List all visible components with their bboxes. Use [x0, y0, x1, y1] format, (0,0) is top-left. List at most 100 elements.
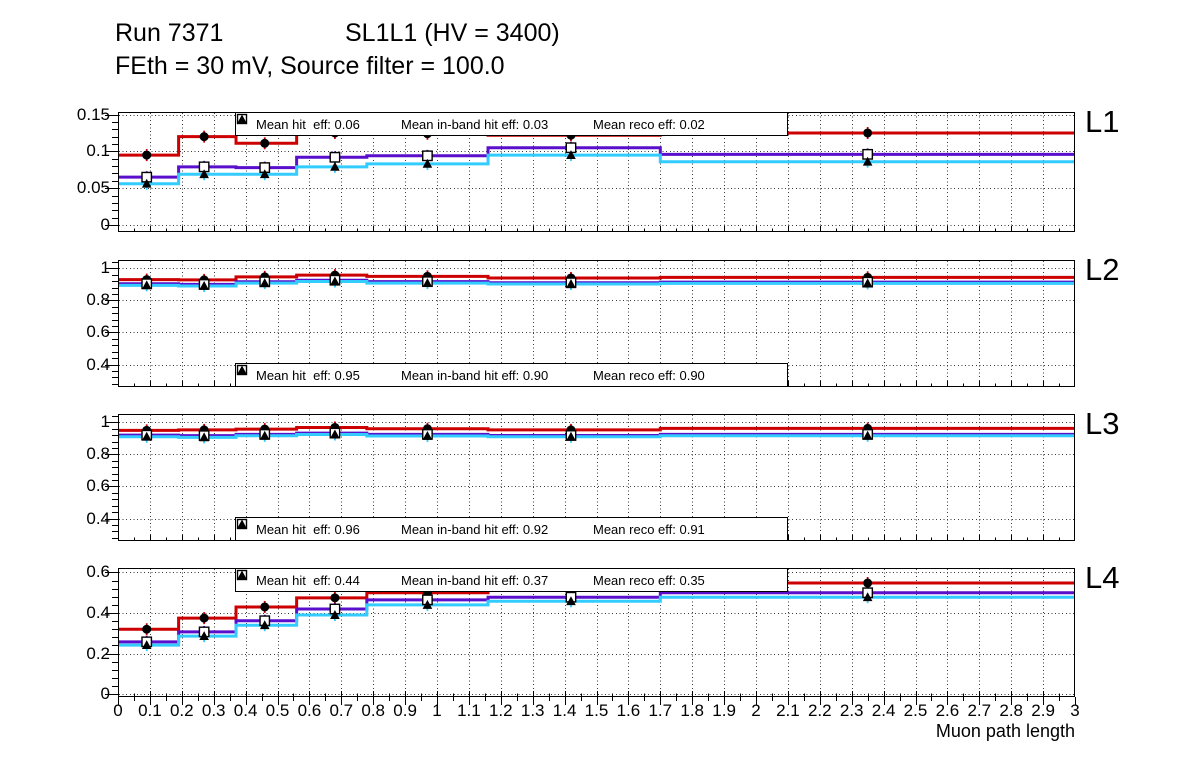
legend-entry: Mean reco eff: 0.91	[237, 519, 787, 537]
x-tick-label: 2.9	[1031, 701, 1055, 720]
legend-L3: Mean hit eff: 0.96 Mean in-band hit eff:…	[235, 517, 788, 541]
legend-label: Mean reco eff: 0.91	[593, 521, 705, 537]
panel-label-L2: L2	[1085, 252, 1120, 287]
legend-entry: Mean in-band hit eff: 0.90	[236, 364, 586, 383]
hit-eff-point	[199, 613, 209, 623]
x-tick-label: 0	[113, 701, 123, 720]
y-tick-label: 1	[100, 258, 110, 278]
legend-entry: Mean in-band hit eff: 0.92	[236, 518, 586, 537]
reco-eff-point	[422, 278, 433, 287]
legend-label: Mean hit eff: 0.44	[256, 572, 360, 588]
legend-entry: Mean in-band hit eff: 0.37	[236, 569, 586, 588]
panel-L2: 0.4 0.6 0.8 1 Mean hit eff: 0.95 Mean in…	[86, 253, 1196, 403]
x-tick-label: 1.4	[552, 701, 577, 720]
x-tick-label: 0.4	[233, 701, 258, 720]
triangle-marker-icon	[237, 570, 247, 579]
legend-label: Mean reco eff: 0.35	[593, 572, 705, 588]
legend-label: Mean reco eff: 0.90	[593, 367, 705, 383]
x-tick-label: 0.2	[169, 701, 194, 720]
hit-eff-point	[260, 138, 270, 148]
x-tick-label: 0.1	[138, 701, 162, 720]
y-tick-label: 0.4	[86, 603, 110, 623]
reco-eff-point	[330, 610, 340, 619]
x-tick-label: 2	[751, 701, 761, 720]
reco-eff-point	[141, 640, 152, 649]
y-tick-label: 0.05	[76, 178, 110, 198]
reco-eff-point	[330, 161, 340, 171]
hit-eff-point	[199, 132, 209, 142]
y-tick-label: 0	[100, 215, 110, 234]
panel-label-L4: L4	[1085, 560, 1120, 595]
reco-eff-point	[330, 429, 340, 439]
y-tick-label: 1	[100, 412, 110, 432]
figure-subtitle: FEth = 30 mV, Source filter = 100.0	[115, 52, 505, 80]
x-tick-label: 0.5	[265, 701, 290, 720]
panel-L3: 0.4 0.6 0.8 1 Mean hit eff: 0.96 Mean in…	[86, 407, 1196, 557]
legend-entry: Mean hit eff: 0.95	[236, 366, 396, 383]
series-layer	[118, 126, 1075, 190]
y-tick-label: 0	[100, 684, 110, 704]
x-tick-label: 1.5	[584, 701, 609, 720]
x-tick-label: 2.8	[999, 701, 1023, 720]
y-tick-label: 0.2	[86, 643, 110, 663]
axis-ticks-layer	[105, 572, 1076, 705]
x-tick-label: 0.9	[393, 701, 417, 720]
reco-eff-point	[862, 278, 873, 288]
hit-eff-point	[260, 602, 270, 612]
hit-eff-point	[142, 624, 152, 634]
reco-eff-point	[862, 430, 873, 440]
x-tick-label: 1.1	[457, 701, 481, 720]
legend-L1: Mean hit eff: 0.06 Mean in-band hit eff:…	[235, 112, 788, 136]
reco-eff-point	[141, 178, 152, 188]
reco-eff-point	[199, 280, 209, 290]
legend-label: Mean in-band hit eff: 0.92	[401, 521, 549, 537]
chamber-title: SL1L1 (HV = 3400)	[345, 19, 560, 47]
x-tick-label: 1	[432, 701, 442, 720]
x-tick-label: 2.3	[839, 701, 864, 720]
y-tick-label: 0.4	[86, 354, 110, 374]
x-tick-label: 2.2	[807, 701, 832, 720]
legend-entry: Mean hit eff: 0.06	[236, 115, 396, 132]
panel-L4: 0 0.2 0.4 0.6 Mean hit eff: 0.44 Mean in…	[86, 561, 1196, 713]
reco-eff-point	[566, 596, 576, 606]
triangle-marker-icon	[237, 114, 247, 123]
legend-label: Mean hit eff: 0.95	[256, 367, 360, 383]
legend-label: Mean reco eff: 0.02	[593, 116, 705, 132]
y-tick-label: 0.6	[86, 562, 110, 582]
x-tick-label: 1.2	[488, 701, 513, 720]
triangle-marker-icon	[237, 365, 247, 374]
series-layer	[118, 269, 1075, 292]
legend-entry: Mean hit eff: 0.96	[236, 520, 396, 537]
legend-entry: Mean reco eff: 0.35	[237, 570, 787, 588]
y-tick-label: 0.6	[86, 322, 110, 342]
x-axis-title: Muon path length	[935, 721, 1075, 741]
reco-eff-point	[199, 631, 209, 641]
panel-label-L1: L1	[1085, 104, 1120, 139]
x-tick-label: 1.9	[712, 701, 736, 720]
run-title: Run 7371	[115, 19, 224, 47]
inband-eff-point	[329, 151, 341, 163]
legend-L4: Mean hit eff: 0.44 Mean in-band hit eff:…	[235, 568, 788, 592]
reco-eff-point	[259, 278, 270, 287]
reco-eff-point	[422, 430, 433, 440]
y-tick-label: 0.1	[86, 141, 110, 161]
reco-eff-point	[422, 158, 433, 168]
x-tick-label: 3	[1070, 701, 1080, 720]
reco-eff-point	[566, 431, 576, 441]
y-tick-label: 0.8	[86, 444, 110, 464]
x-tick-label: 0.3	[201, 701, 226, 720]
x-tick-label: 2.1	[776, 701, 800, 720]
legend-label: Mean in-band hit eff: 0.03	[401, 116, 549, 132]
reco-eff-point	[862, 156, 873, 166]
reco-eff-point	[199, 169, 209, 179]
legend-label: Mean hit eff: 0.96	[256, 521, 360, 537]
reco-eff-point	[141, 280, 152, 290]
x-tick-label: 1.7	[648, 701, 673, 720]
legend-label: Mean hit eff: 0.06	[256, 116, 360, 132]
panel-label-L3: L3	[1085, 406, 1120, 441]
legend-entry: Mean in-band hit eff: 0.03	[236, 113, 586, 132]
legend-label: Mean in-band hit eff: 0.90	[401, 367, 549, 383]
legend-label: Mean in-band hit eff: 0.37	[401, 572, 549, 588]
hit-eff-point	[863, 128, 873, 138]
